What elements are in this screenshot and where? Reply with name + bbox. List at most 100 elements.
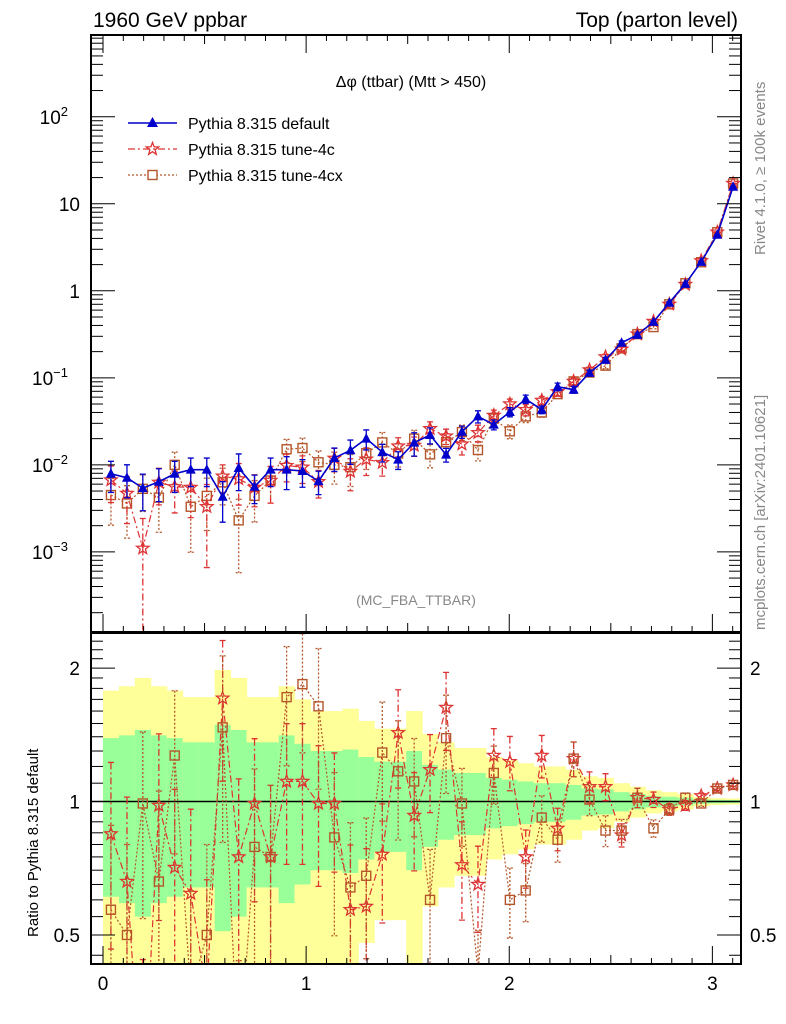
ratio-ylabel: Ratio to Pythia 8.315 default: [25, 748, 42, 937]
error-bar: [395, 689, 402, 789]
data-point-triangle: [712, 229, 723, 239]
ratio-y-tick-label: 1: [69, 793, 80, 814]
data-point-square: [536, 812, 547, 823]
data-point-triangle: [616, 337, 627, 347]
data-point-square: [313, 457, 324, 468]
data-point-star: [453, 856, 470, 872]
data-point-triangle: [600, 354, 611, 364]
axes: 0 1 2 3 10−3 10−2 10−1 1 10 102 0.5 0.5 1 1 2 2: [32, 35, 776, 995]
plot-title: Δφ (ttbar) (Mtt > 450): [336, 74, 486, 91]
error-bar: [570, 741, 577, 778]
error-bar: [123, 843, 130, 964]
data-point-star: [422, 761, 438, 777]
y-tick-label: 10−1: [32, 365, 68, 390]
data-point-square: [217, 722, 228, 733]
data-point-star: [438, 427, 455, 443]
data-point-triangle: [536, 404, 547, 414]
ratio-y-tick-label: 0.5: [54, 926, 80, 947]
error-bar: [139, 517, 146, 632]
error-bar: [411, 771, 418, 872]
x-tick-label: 0: [98, 974, 109, 995]
data-point-square: [456, 798, 468, 809]
data-point-triangle: [297, 465, 308, 475]
data-point-star: [565, 373, 582, 389]
data-point-square: [121, 929, 133, 941]
data-point-star: [645, 791, 662, 807]
error-bar: [458, 767, 465, 848]
data-point-square: [520, 885, 531, 896]
triangle-marker-icon: [147, 117, 158, 127]
header-left-title: 1960 GeV ppbar: [93, 9, 247, 32]
error-bar: [139, 731, 146, 920]
data-point-star: [214, 467, 231, 483]
data-point-square: [297, 442, 308, 454]
ratio-plot-area: [91, 633, 741, 998]
data-point-star: [294, 773, 311, 789]
legend-label: Pythia 8.315 tune-4c: [188, 142, 335, 159]
data-point-star: [230, 848, 247, 864]
error-bar: [235, 778, 242, 964]
error-bar: [139, 473, 146, 512]
legend-item-tune-4c: Pythia 8.315 tune-4c: [128, 140, 335, 159]
data-point-square: [504, 426, 516, 437]
error-bar: [554, 818, 561, 863]
data-point-square: [504, 894, 516, 906]
ratio-y-tick-label: 2: [69, 659, 80, 680]
data-point-square: [249, 841, 260, 853]
data-point-star: [661, 295, 678, 311]
data-point-square: [313, 701, 324, 712]
band-1sigma: [102, 738, 120, 897]
data-point-star: [374, 846, 391, 862]
error-bar: [235, 498, 242, 574]
series-line: [110, 186, 734, 499]
data-point-square: [137, 798, 149, 809]
data-point-square: [377, 747, 388, 758]
error-bar: [107, 824, 114, 964]
data-point-square: [281, 691, 292, 703]
data-point-square: [345, 882, 356, 893]
data-point-star: [201, 986, 213, 998]
error-bar: [474, 929, 481, 964]
band-1sigma: [230, 730, 248, 917]
error-bar: [139, 474, 146, 513]
band-1sigma: [533, 783, 551, 822]
y-tick-label: 10−2: [32, 452, 68, 477]
data-point-star: [517, 401, 534, 417]
data-point-star: [453, 435, 470, 451]
data-point-triangle: [425, 429, 436, 440]
data-point-square: [632, 792, 643, 803]
error-bar: [490, 745, 497, 805]
data-point-square: [664, 804, 675, 815]
data-point-triangle: [345, 444, 356, 455]
data-point-star: [517, 848, 534, 864]
data-point-star: [390, 437, 407, 453]
data-point-square: [186, 988, 195, 997]
data-point-star: [533, 392, 550, 408]
data-point-triangle: [552, 381, 563, 391]
error-bar: [155, 790, 162, 964]
header-right-title: Top (parton level): [576, 9, 738, 32]
star-marker-icon: [144, 140, 161, 156]
series-pythia-8-315-tune-4c: [102, 175, 741, 632]
band-1sigma: [166, 738, 184, 897]
data-point-square: [648, 823, 659, 834]
error-bar: [443, 671, 450, 752]
error-bar: [331, 771, 338, 937]
error-bar: [139, 958, 146, 964]
x-tick-label: 1: [301, 974, 312, 995]
legend-item-tune-4cx: Pythia 8.315 tune-4cx: [128, 168, 343, 185]
error-bar: [395, 720, 402, 841]
legend-item-default: Pythia 8.315 default: [128, 116, 330, 133]
data-point-star: [406, 807, 423, 823]
ratio-series-pythia-8-315-tune-4cx: [105, 633, 739, 997]
band-1sigma: [565, 784, 583, 820]
data-point-star: [198, 498, 215, 514]
data-point-triangle: [361, 433, 372, 443]
band-1sigma: [118, 735, 136, 904]
band-1sigma: [342, 749, 359, 873]
error-bar: [315, 647, 322, 790]
data-point-square: [265, 851, 276, 863]
data-point-triangle: [313, 475, 324, 486]
series-line: [110, 183, 734, 551]
